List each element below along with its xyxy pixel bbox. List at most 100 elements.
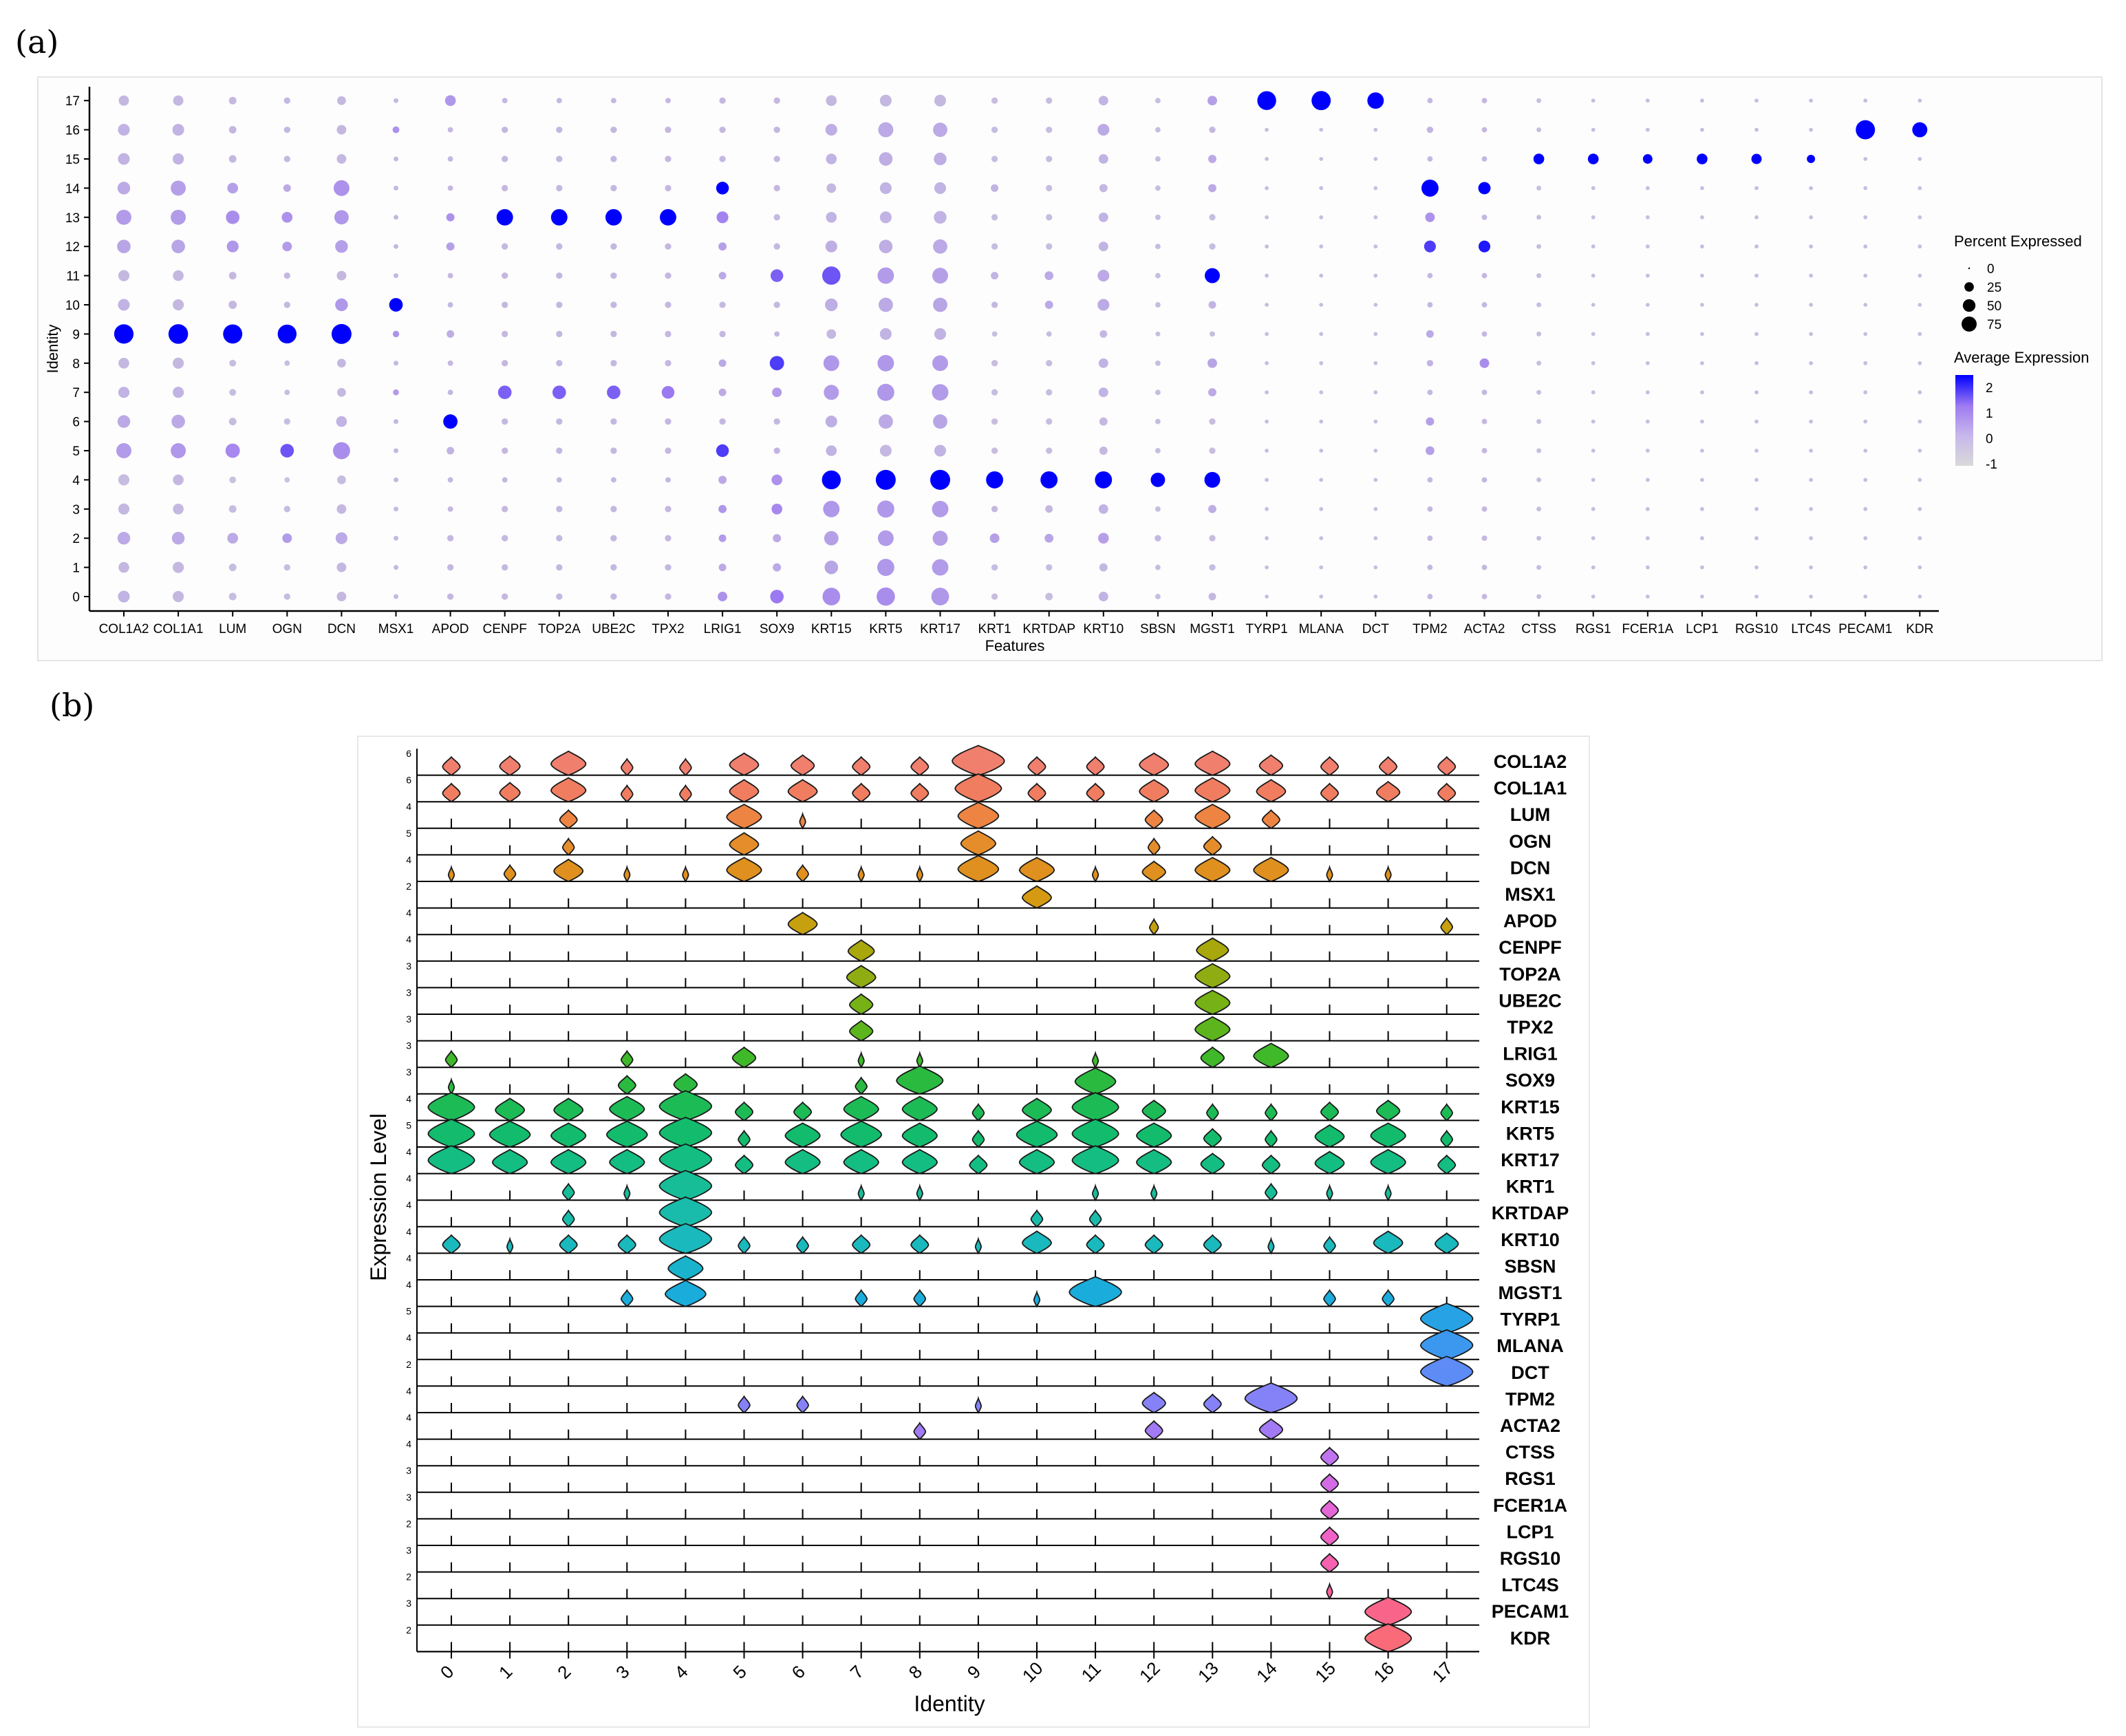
dot-OGN-8 — [284, 360, 290, 366]
dot-MLANA-1 — [1319, 565, 1324, 570]
violin-KRT1-15 — [1326, 1183, 1333, 1202]
dot-APOD-5 — [447, 447, 455, 455]
violin-COL1A2-0 — [442, 756, 461, 776]
dot-PECAM1-8 — [1863, 361, 1868, 365]
dot-FCER1A-7 — [1645, 390, 1650, 395]
dot-UBE2C-2 — [610, 535, 617, 542]
dotplot-x-tick-label: DCN — [328, 622, 356, 636]
violin-row-CTSS: 4 CTSS — [406, 1439, 1555, 1467]
dot-LTC4S-8 — [1809, 361, 1814, 365]
dot-KRT5-13 — [879, 211, 892, 224]
violin-gene-label: RGS1 — [1505, 1468, 1556, 1489]
dot-KRT17-12 — [933, 239, 947, 254]
dot-LCP1-7 — [1699, 390, 1704, 395]
dotplot-x-tick-label: CTSS — [1521, 622, 1556, 636]
violin-LRIG1-3 — [620, 1049, 634, 1069]
dot-TOP2A-1 — [556, 564, 563, 571]
dot-APOD-15 — [447, 156, 453, 162]
dotplot-y-tick-label: 9 — [72, 328, 80, 342]
panel-label-b: (b) — [50, 687, 95, 724]
dot-RGS10-10 — [1754, 303, 1759, 307]
dot-LCP1-9 — [1699, 332, 1704, 336]
dot-RGS10-2 — [1754, 536, 1759, 541]
dot-KRT15-10 — [825, 298, 838, 312]
dot-CENPF-5 — [502, 447, 508, 454]
dot-CENPF-11 — [502, 272, 508, 279]
violin-KRT17-7 — [843, 1148, 879, 1175]
dot-SBSN-12 — [1155, 244, 1161, 250]
violin-row-ymax-label: 3 — [406, 1492, 411, 1503]
dot-KRT10-1 — [1099, 563, 1108, 572]
violin-KRT17-0 — [427, 1145, 475, 1175]
dot-SOX9-15 — [773, 156, 780, 162]
dot-TYRP1-13 — [1265, 215, 1269, 219]
dot-KRT1-15 — [991, 156, 998, 162]
dot-DCN-8 — [337, 358, 346, 368]
dot-TYRP1-14 — [1265, 186, 1269, 191]
violin-row-ymax-label: 4 — [406, 1412, 411, 1423]
violin-KRT17-1 — [491, 1148, 528, 1175]
dot-KRT10-8 — [1098, 358, 1108, 368]
violin-UBE2C-13 — [1194, 989, 1231, 1015]
dotplot-x-tick-label: MGST1 — [1190, 622, 1234, 636]
violin-row-COL1A1: 6 COL1A1 — [406, 773, 1567, 803]
dot-LTC4S-13 — [1809, 215, 1814, 219]
violin-row-LCP1: 2 LCP1 — [406, 1518, 1554, 1547]
violin-KRT1-2 — [561, 1182, 575, 1201]
dot-CTSS-17 — [1536, 98, 1542, 103]
violin-row-SBSN: 4 SBSN — [406, 1252, 1556, 1280]
dot-KRT10-7 — [1098, 387, 1108, 398]
violin-FCER1A-15 — [1320, 1499, 1340, 1520]
dot-MSX1-9 — [392, 330, 400, 338]
dot-OGN-0 — [283, 593, 290, 600]
dot-LRIG1-5 — [716, 444, 729, 458]
violin-SOX9-7 — [855, 1076, 868, 1095]
violin-row-PECAM1: 3 PECAM1 — [406, 1596, 1569, 1626]
dot-LTC4S-1 — [1809, 565, 1814, 570]
violin-row-RGS10: 3 RGS10 — [406, 1545, 1560, 1573]
dot-OGN-10 — [283, 301, 290, 308]
violin-row-DCN: 4 DCN — [406, 854, 1550, 883]
violin-LRIG1-0 — [444, 1049, 458, 1069]
dot-KRT5-2 — [877, 530, 894, 546]
dot-MLANA-2 — [1319, 536, 1324, 541]
violin-gene-label: UBE2C — [1499, 990, 1562, 1011]
violin-x-axis-title: Identity — [914, 1691, 985, 1716]
violin-DCN-7 — [857, 864, 865, 883]
dot-MGST1-15 — [1208, 155, 1216, 163]
dot-RGS10-9 — [1754, 332, 1759, 336]
dot-DCN-10 — [335, 298, 348, 312]
dotplot-y-tick-label: 0 — [72, 590, 80, 605]
dot-KRT10-14 — [1099, 184, 1108, 193]
dot-FCER1A-3 — [1645, 506, 1650, 511]
violin-SBSN-4 — [667, 1255, 704, 1280]
dot-PECAM1-13 — [1863, 215, 1868, 219]
violin-gene-label: MSX1 — [1505, 884, 1556, 905]
violin-gene-label: LUM — [1510, 804, 1550, 825]
dot-MGST1-8 — [1207, 358, 1217, 368]
dot-MGST1-6 — [1209, 418, 1216, 425]
dot-RGS1-5 — [1591, 449, 1596, 453]
violin-ACTA2-14 — [1258, 1418, 1284, 1440]
violin-TYRP1-17 — [1419, 1303, 1474, 1334]
dot-MSX1-11 — [394, 273, 398, 279]
violin-MGST1-7 — [855, 1289, 868, 1307]
dot-KRT15-7 — [824, 385, 839, 400]
dot-TYRP1-17 — [1257, 91, 1276, 110]
violin-COL1A1-5 — [729, 779, 760, 803]
dot-RGS10-6 — [1754, 419, 1759, 424]
violin-row-ymax-label: 4 — [406, 1226, 411, 1237]
dot-UBE2C-17 — [610, 98, 616, 104]
violin-KRT15-14 — [1265, 1102, 1278, 1122]
dotplot-y-tick-label: 16 — [65, 124, 80, 138]
violin-DCN-13 — [1194, 857, 1231, 882]
dot-TPX2-0 — [665, 593, 672, 600]
dotplot-x-axis-title: Features — [985, 637, 1045, 654]
dot-DCN-4 — [337, 475, 346, 484]
dot-COL1A2-6 — [117, 415, 131, 428]
violin-KRT15-3 — [609, 1095, 645, 1122]
dot-TPM2-5 — [1426, 446, 1435, 456]
violin-gene-label: ACTA2 — [1500, 1415, 1560, 1436]
dot-KRT1-9 — [991, 331, 998, 337]
